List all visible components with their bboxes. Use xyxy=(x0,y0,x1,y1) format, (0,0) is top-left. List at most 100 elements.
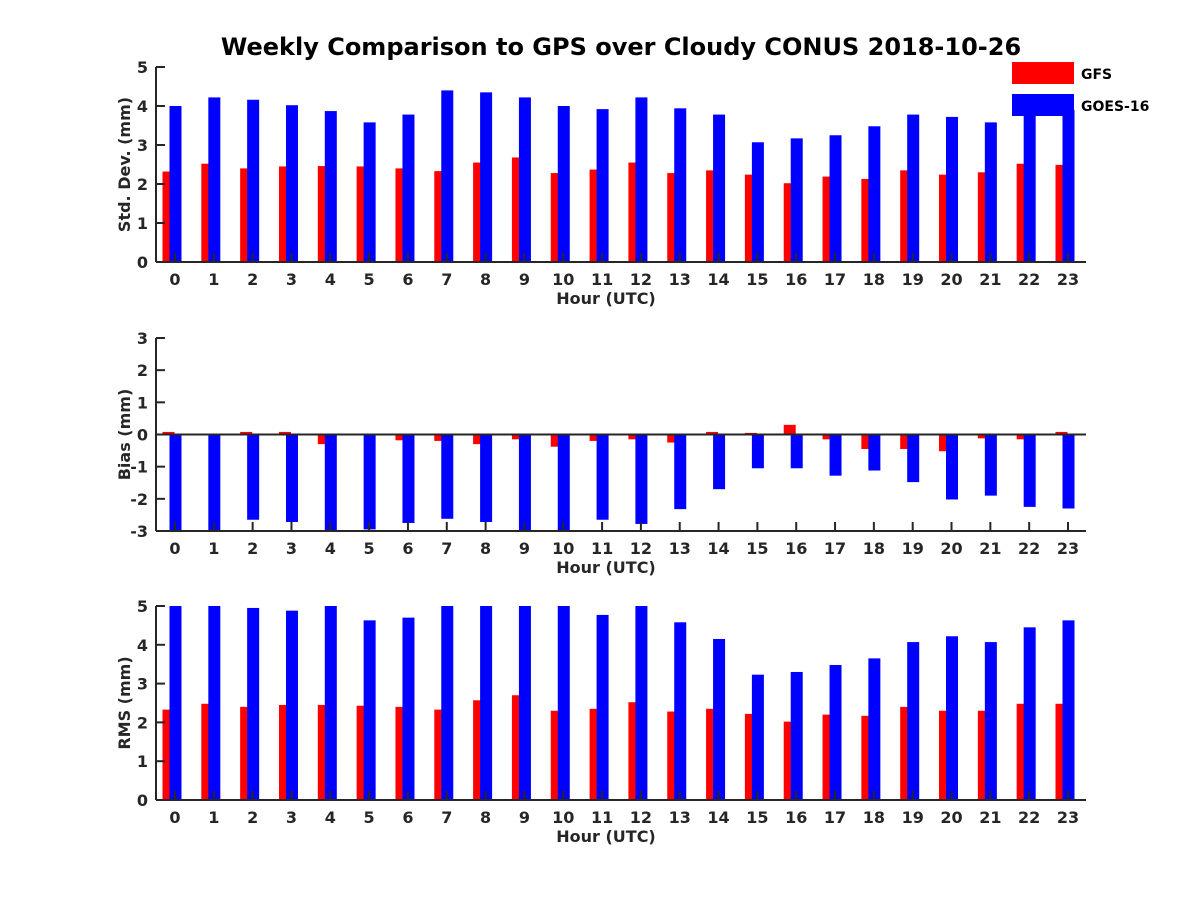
bar-bias-goes16-17 xyxy=(829,434,842,476)
x-axis-label-stddev: Hour (UTC) xyxy=(556,289,656,308)
x-tick-label-bias-21: 21 xyxy=(979,539,1001,558)
x-tick-label-stddev-20: 20 xyxy=(940,270,962,289)
x-tick-label-rms-6: 6 xyxy=(402,808,413,827)
y-axis-label-stddev: Std. Dev. (mm) xyxy=(115,97,134,232)
bar-rms-goes16-3 xyxy=(285,610,298,800)
x-tick-label-rms-17: 17 xyxy=(824,808,846,827)
y-tick-label-bias--2: -2 xyxy=(130,490,148,509)
x-tick-label-stddev-3: 3 xyxy=(286,270,297,289)
bar-rms-goes16-9 xyxy=(518,606,531,800)
x-tick-label-stddev-16: 16 xyxy=(785,270,807,289)
bar-rms-goes16-17 xyxy=(829,664,842,800)
bar-stddev-goes16-12 xyxy=(635,97,648,262)
x-tick-label-stddev-6: 6 xyxy=(402,270,413,289)
x-tick-label-bias-0: 0 xyxy=(169,539,180,558)
bar-bias-goes16-3 xyxy=(285,434,298,522)
bar-bias-goes16-6 xyxy=(402,434,415,523)
x-tick-label-stddev-12: 12 xyxy=(630,270,652,289)
x-tick-label-rms-22: 22 xyxy=(1018,808,1040,827)
y-tick-label-rms-0: 0 xyxy=(137,791,148,810)
bar-bias-gfs-4 xyxy=(317,434,330,445)
y-tick-label-rms-3: 3 xyxy=(137,675,148,694)
x-tick-label-stddev-23: 23 xyxy=(1057,270,1079,289)
x-tick-label-rms-11: 11 xyxy=(591,808,613,827)
bar-rms-goes16-11 xyxy=(596,614,609,800)
bar-bias-goes16-10 xyxy=(557,434,570,531)
y-axis-label-rms: RMS (mm) xyxy=(115,656,134,749)
bar-rms-goes16-22 xyxy=(1023,627,1036,800)
bar-rms-goes16-14 xyxy=(713,638,726,800)
bar-bias-goes16-5 xyxy=(363,434,376,530)
bar-rms-goes16-0 xyxy=(169,606,182,800)
bar-stddev-goes16-6 xyxy=(402,114,415,262)
bar-stddev-goes16-22 xyxy=(1023,111,1036,262)
x-tick-label-bias-14: 14 xyxy=(707,539,729,558)
series-rms-gfs xyxy=(162,695,1068,800)
bar-rms-goes16-1 xyxy=(208,606,221,800)
x-tick-label-rms-1: 1 xyxy=(208,808,219,827)
x-tick-label-stddev-9: 9 xyxy=(519,270,530,289)
bar-bias-gfs-8 xyxy=(473,434,486,445)
x-tick-label-bias-16: 16 xyxy=(785,539,807,558)
bar-bias-goes16-21 xyxy=(984,434,997,496)
bar-rms-goes16-10 xyxy=(557,606,570,800)
y-axis-label-bias: Bias (mm) xyxy=(115,389,134,481)
bar-rms-goes16-16 xyxy=(790,671,803,800)
bar-stddev-goes16-20 xyxy=(946,116,959,262)
bar-bias-goes16-2 xyxy=(247,434,260,520)
x-tick-label-rms-10: 10 xyxy=(552,808,574,827)
bar-bias-goes16-20 xyxy=(946,434,959,500)
bar-stddev-goes16-0 xyxy=(169,106,182,262)
x-tick-label-stddev-21: 21 xyxy=(979,270,1001,289)
x-tick-label-bias-19: 19 xyxy=(902,539,924,558)
bar-bias-goes16-14 xyxy=(713,434,726,490)
x-tick-label-bias-9: 9 xyxy=(519,539,530,558)
legend-label-goes16: GOES-16 xyxy=(1081,99,1149,115)
x-tick-label-stddev-15: 15 xyxy=(746,270,768,289)
x-tick-label-bias-20: 20 xyxy=(940,539,962,558)
x-tick-label-rms-5: 5 xyxy=(364,808,375,827)
legend-swatch-gfs xyxy=(1012,62,1074,84)
y-tick-label-bias-0: 0 xyxy=(137,426,148,445)
x-tick-label-stddev-17: 17 xyxy=(824,270,846,289)
bar-stddev-goes16-7 xyxy=(441,90,454,263)
y-tick-label-stddev-3: 3 xyxy=(137,136,148,155)
y-tick-label-bias--1: -1 xyxy=(130,458,148,477)
bar-bias-goes16-15 xyxy=(751,434,764,469)
x-tick-label-rms-7: 7 xyxy=(441,808,452,827)
bar-rms-goes16-19 xyxy=(907,642,920,800)
bar-bias-gfs-13 xyxy=(667,434,680,443)
x-tick-label-bias-18: 18 xyxy=(863,539,885,558)
bar-stddev-goes16-8 xyxy=(480,92,493,262)
x-tick-label-rms-13: 13 xyxy=(669,808,691,827)
bar-stddev-goes16-19 xyxy=(907,114,920,262)
x-tick-label-bias-22: 22 xyxy=(1018,539,1040,558)
y-tick-label-rms-1: 1 xyxy=(137,752,148,771)
x-tick-label-stddev-0: 0 xyxy=(169,270,180,289)
y-tick-label-bias-1: 1 xyxy=(137,393,148,412)
y-tick-label-rms-4: 4 xyxy=(137,636,148,655)
bar-rms-goes16-23 xyxy=(1062,620,1075,800)
bar-bias-gfs-17 xyxy=(822,434,835,440)
y-tick-label-bias-2: 2 xyxy=(137,361,148,380)
bar-bias-goes16-0 xyxy=(169,434,182,531)
bar-bias-gfs-9 xyxy=(511,434,524,440)
x-axis-label-rms: Hour (UTC) xyxy=(556,827,656,846)
x-tick-label-rms-20: 20 xyxy=(940,808,962,827)
bar-stddev-goes16-1 xyxy=(208,97,221,262)
x-tick-label-stddev-5: 5 xyxy=(364,270,375,289)
bar-rms-goes16-18 xyxy=(868,658,881,800)
bar-bias-gfs-7 xyxy=(434,434,447,441)
x-tick-label-bias-5: 5 xyxy=(364,539,375,558)
bar-rms-goes16-8 xyxy=(480,606,493,800)
bar-bias-gfs-11 xyxy=(589,434,602,441)
y-tick-label-stddev-2: 2 xyxy=(137,175,148,194)
bar-rms-goes16-2 xyxy=(247,607,260,800)
bar-rms-goes16-13 xyxy=(674,622,687,800)
x-tick-label-stddev-2: 2 xyxy=(247,270,258,289)
x-tick-label-rms-16: 16 xyxy=(785,808,807,827)
bar-rms-goes16-4 xyxy=(324,606,337,800)
x-tick-label-rms-12: 12 xyxy=(630,808,652,827)
x-tick-label-rms-4: 4 xyxy=(325,808,336,827)
